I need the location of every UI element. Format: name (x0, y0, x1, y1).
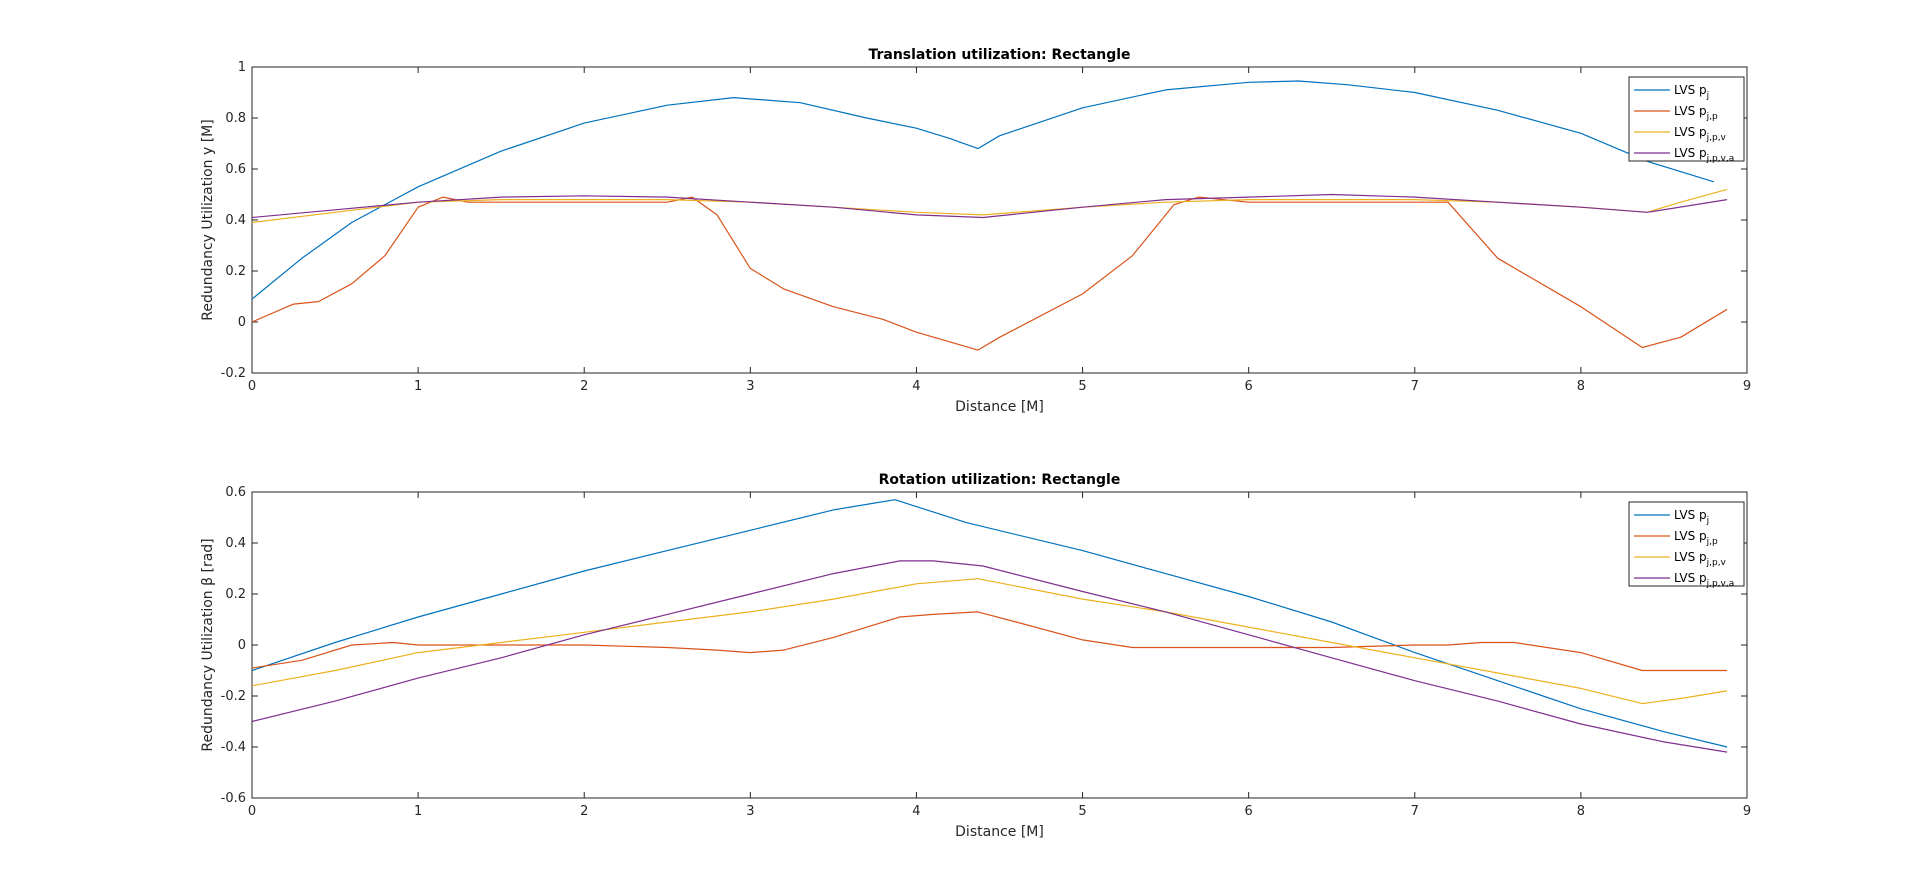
legend-entry-subscript: j,p,v (1706, 558, 1727, 568)
x-tick-label: 9 (1743, 804, 1751, 819)
y-tick-label: -0.4 (221, 740, 246, 755)
x-tick-label: 3 (746, 379, 754, 394)
y-tick-label: -0.6 (221, 791, 246, 806)
y-tick-label: 0.6 (225, 485, 246, 500)
chart-title: Rotation utilization: Rectangle (879, 472, 1121, 488)
y-tick-label: 0.2 (225, 587, 246, 602)
legend-entry: LVS pj (1674, 83, 1709, 101)
x-axis-label: Distance [M] (955, 824, 1044, 840)
x-tick-label: 0 (248, 804, 256, 819)
rotation-chart: 0 1 2 3 4 5 6 7 8 9 -0.6 -0.4 -0.2 0 0.2 0.4 0.6 Rotation… (200, 472, 1751, 840)
legend-entry: LVS pj,p,v (1674, 550, 1727, 568)
x-tick-label: 1 (414, 804, 422, 819)
x-tick-label: 6 (1245, 804, 1253, 819)
legend-entry-subscript: j (1706, 516, 1710, 526)
legend-entry-subscript: j (1706, 91, 1710, 101)
y-axis-label: Redundancy Utilization y [M] (200, 119, 216, 320)
y-tick-label: 0.2 (225, 264, 246, 279)
x-tick-label: 2 (580, 804, 588, 819)
series-line-j-p-v-a (251, 560, 1728, 753)
y-tick-label: -0.2 (221, 689, 246, 704)
x-tick-label: 8 (1577, 804, 1585, 819)
legend-entry-subscript: j,p (1706, 112, 1718, 122)
y-tick-label: 0.4 (225, 213, 246, 228)
legend-entry: LVS pj,p,v,a (1674, 571, 1734, 589)
legend-entry-name: LVS p (1674, 571, 1707, 585)
x-tick-label: 5 (1078, 804, 1086, 819)
series-line-j-p (251, 196, 1728, 351)
legend-entry-subscript: j,p (1706, 537, 1718, 547)
y-tick-label: 0 (238, 315, 246, 330)
y-tick-label: 0 (238, 638, 246, 653)
x-tick-label: 9 (1743, 379, 1751, 394)
y-tick-label: 1 (238, 60, 246, 75)
x-tick-label: 5 (1078, 379, 1086, 394)
series-line-j (251, 80, 1714, 300)
legend-entry-name: LVS p (1674, 146, 1707, 160)
y-tick-label: 0.8 (225, 111, 246, 126)
x-tick-label: 1 (414, 379, 422, 394)
legend-entry-name: LVS p (1674, 550, 1707, 564)
x-axis-label: Distance [M] (955, 399, 1044, 415)
series-line-j-p (251, 611, 1728, 672)
x-tick-label: 4 (912, 379, 920, 394)
series-line-j-p-v (251, 578, 1728, 705)
x-tick-label: 6 (1245, 379, 1253, 394)
legend-entry-subscript: j,p,v (1706, 133, 1727, 143)
y-tick-label: 0.4 (225, 536, 246, 551)
chart-title: Translation utilization: Rectangle (868, 47, 1130, 63)
legend-entry-name: LVS p (1674, 83, 1707, 97)
legend-entry-name: LVS p (1674, 104, 1707, 118)
legend-entry: LVS pj (1674, 508, 1709, 526)
series-line-j (251, 499, 1728, 748)
series-line-j-p-v-a (251, 193, 1728, 219)
y-tick-label: 0.6 (225, 162, 246, 177)
legend-entry: LVS pj,p (1674, 104, 1718, 122)
legend-entry: LVS pj,p,v (1674, 125, 1727, 143)
legend-entry-name: LVS p (1674, 508, 1707, 522)
x-tick-label: 8 (1577, 379, 1585, 394)
x-tick-label: 0 (248, 379, 256, 394)
legend-entry-subscript: j,p,v,a (1706, 154, 1735, 164)
legend-entry-subscript: j,p,v,a (1706, 579, 1735, 589)
x-tick-label: 3 (746, 804, 754, 819)
x-tick-label: 2 (580, 379, 588, 394)
x-tick-label: 7 (1411, 379, 1419, 394)
legend-entry-name: LVS p (1674, 529, 1707, 543)
y-axis-label: Redundancy Utilization β [rad] (200, 538, 216, 751)
legend-box (1628, 501, 1745, 587)
legend-entry: LVS pj,p,v,a (1674, 146, 1734, 164)
series-line-j-p-v (251, 188, 1728, 224)
translation-chart: 0 1 2 3 4 5 6 7 8 9-0.200.20.40.60.81Translation … (200, 47, 1751, 415)
plot-area (251, 66, 1748, 374)
legend-box (1628, 76, 1745, 162)
x-tick-label: 7 (1411, 804, 1419, 819)
y-tick-label: -0.2 (221, 366, 246, 381)
legend-entry-name: LVS p (1674, 125, 1707, 139)
legend-entry: LVS pj,p (1674, 529, 1718, 547)
x-tick-label: 4 (912, 804, 920, 819)
